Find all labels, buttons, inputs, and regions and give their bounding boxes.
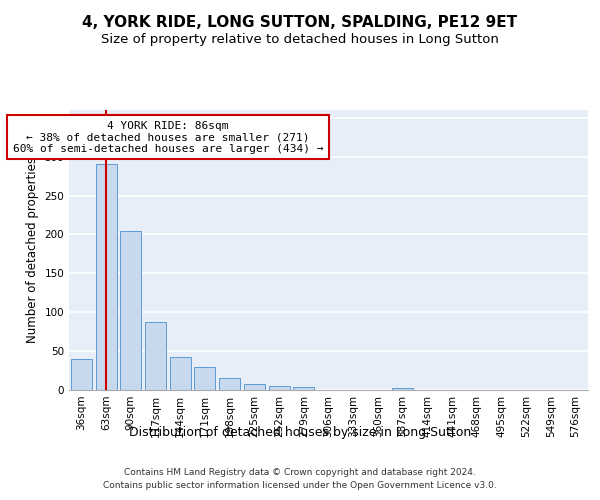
- Bar: [269, 386, 290, 390]
- Bar: [194, 366, 215, 390]
- Bar: [244, 384, 265, 390]
- Bar: [145, 322, 166, 390]
- Text: Size of property relative to detached houses in Long Sutton: Size of property relative to detached ho…: [101, 34, 499, 46]
- Bar: [95, 164, 116, 390]
- Bar: [392, 388, 413, 390]
- Bar: [170, 358, 191, 390]
- Text: Distribution of detached houses by size in Long Sutton: Distribution of detached houses by size …: [129, 426, 471, 439]
- Text: 4, YORK RIDE, LONG SUTTON, SPALDING, PE12 9ET: 4, YORK RIDE, LONG SUTTON, SPALDING, PE1…: [82, 15, 518, 30]
- Bar: [120, 232, 141, 390]
- Bar: [293, 387, 314, 390]
- Bar: [71, 359, 92, 390]
- Bar: [219, 378, 240, 390]
- Text: Contains HM Land Registry data © Crown copyright and database right 2024.: Contains HM Land Registry data © Crown c…: [124, 468, 476, 477]
- Y-axis label: Number of detached properties: Number of detached properties: [26, 157, 39, 343]
- Text: 4 YORK RIDE: 86sqm
← 38% of detached houses are smaller (271)
60% of semi-detach: 4 YORK RIDE: 86sqm ← 38% of detached hou…: [13, 120, 323, 154]
- Text: Contains public sector information licensed under the Open Government Licence v3: Contains public sector information licen…: [103, 480, 497, 490]
